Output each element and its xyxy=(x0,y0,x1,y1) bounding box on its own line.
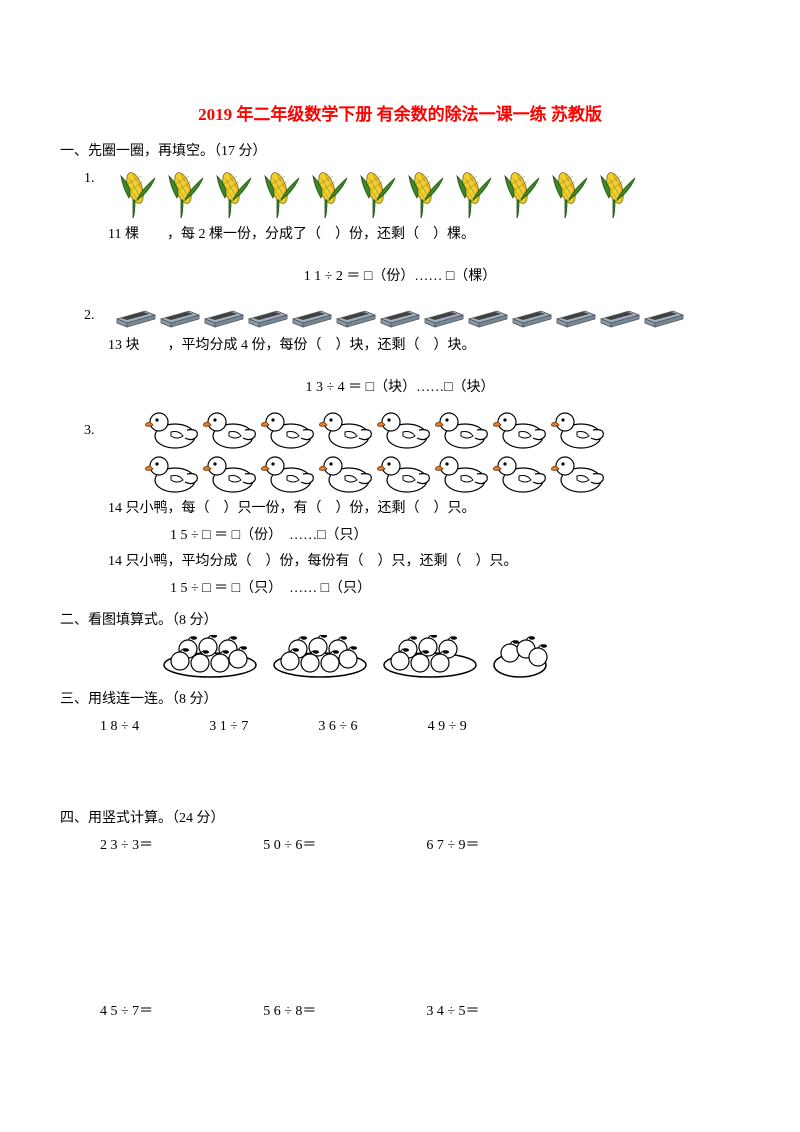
section-4: 四、用竖式计算。（24 分） 2 3 ÷ 3＝ 5 0 ÷ 6＝ 6 7 ÷ 9… xyxy=(60,806,740,1026)
corn-icon xyxy=(499,170,545,220)
corn-icon xyxy=(547,170,593,220)
eraser-icon xyxy=(159,305,201,331)
s4-r1-2: 6 7 ÷ 9＝ xyxy=(426,833,479,860)
duck-icon xyxy=(435,452,491,496)
eraser-icon xyxy=(423,305,465,331)
duck-icon xyxy=(377,452,433,496)
s4-heading: 四、用竖式计算。（24 分） xyxy=(60,806,740,833)
eraser-icon xyxy=(555,305,597,331)
corn-icon xyxy=(259,170,305,220)
eraser-icon xyxy=(335,305,377,331)
s2-heading: 二、看图填算式。（8 分） xyxy=(60,608,740,635)
q2-num: 2. xyxy=(84,303,95,330)
corn-icon xyxy=(451,170,497,220)
eraser-icon xyxy=(599,305,641,331)
s3-heading: 三、用线连一连。（8 分） xyxy=(60,687,740,714)
duck-icon xyxy=(261,452,317,496)
eraser-icon xyxy=(467,305,509,331)
duck-icon xyxy=(145,452,201,496)
s3-item-2: 3 6 ÷ 6 xyxy=(318,714,357,741)
eraser-icon xyxy=(247,305,289,331)
apple-plate-icon xyxy=(160,635,260,681)
duck-icon xyxy=(435,408,491,452)
duck-icon xyxy=(319,408,375,452)
duck-icon xyxy=(551,408,607,452)
duck-icon xyxy=(551,452,607,496)
s4-r2-0: 4 5 ÷ 7＝ xyxy=(100,999,153,1026)
eraser-icon xyxy=(643,305,685,331)
s1-heading: 一、先圈一圈，再填空。（17 分） xyxy=(60,139,740,166)
duck-icon xyxy=(261,408,317,452)
duck-icon xyxy=(493,452,549,496)
corn-icon xyxy=(403,170,449,220)
s3-item-1: 3 1 ÷ 7 xyxy=(209,714,248,741)
q1-line: 11 棵 ，每 2 棵一份，分成了（ ）份，还剩（ ）棵。 xyxy=(108,222,740,249)
q3-eq1: 1 5 ÷ □ ＝ □（份） ……□（只） xyxy=(170,523,740,550)
q2-eq: 1 3 ÷ 4 ＝ □（块）……□（块） xyxy=(60,375,740,402)
eraser-icon xyxy=(203,305,245,331)
q3-line1: 14 只小鸭，每（ ）只一份，有（ ）份，还剩（ ）只。 xyxy=(108,496,740,523)
eraser-icon xyxy=(511,305,553,331)
s4-r1-0: 2 3 ÷ 3＝ xyxy=(100,833,153,860)
s4-r2-2: 3 4 ÷ 5＝ xyxy=(426,999,479,1026)
q3-num: 3. xyxy=(84,408,95,445)
eraser-row xyxy=(115,305,685,331)
corn-icon xyxy=(163,170,209,220)
corn-row xyxy=(115,170,641,220)
duck-rows xyxy=(145,408,607,496)
q2-line: 13 块 ，平均分成 4 份，每份（ ）块，还剩（ ）块。 xyxy=(108,333,740,360)
section-1: 一、先圈一圈，再填空。（17 分） 1. xyxy=(60,139,740,602)
s4-r2-1: 5 6 ÷ 8＝ xyxy=(263,999,316,1026)
q3-eq2: 1 5 ÷ □ ＝ □（只） …… □（只） xyxy=(170,576,740,603)
duck-icon xyxy=(203,408,259,452)
corn-icon xyxy=(115,170,161,220)
apple-plate-icon xyxy=(490,635,550,681)
q3-line2: 14 只小鸭，平均分成（ ）份，每份有（ ）只，还剩（ ）只。 xyxy=(108,549,740,576)
eraser-icon xyxy=(291,305,333,331)
s3-item-3: 4 9 ÷ 9 xyxy=(428,714,467,741)
apple-plate-icon xyxy=(380,635,480,681)
eraser-icon xyxy=(379,305,421,331)
corn-icon xyxy=(355,170,401,220)
s3-item-0: 1 8 ÷ 4 xyxy=(100,714,139,741)
apple-plate-icon xyxy=(270,635,370,681)
q1-num: 1. xyxy=(84,166,95,193)
corn-icon xyxy=(307,170,353,220)
section-2: 二、看图填算式。（8 分） xyxy=(60,608,740,681)
q1-eq: 1 1 ÷ 2 ＝ □（份）…… □（棵） xyxy=(60,264,740,291)
plate-row xyxy=(160,635,740,681)
duck-icon xyxy=(203,452,259,496)
duck-icon xyxy=(377,408,433,452)
section-3: 三、用线连一连。（8 分） 1 8 ÷ 4 3 1 ÷ 7 3 6 ÷ 6 4 … xyxy=(60,687,740,740)
duck-icon xyxy=(145,408,201,452)
corn-icon xyxy=(211,170,257,220)
duck-icon xyxy=(319,452,375,496)
page-title: 2019 年二年级数学下册 有余数的除法一课一练 苏教版 xyxy=(60,100,740,125)
eraser-icon xyxy=(115,305,157,331)
s4-r1-1: 5 0 ÷ 6＝ xyxy=(263,833,316,860)
duck-icon xyxy=(493,408,549,452)
corn-icon xyxy=(595,170,641,220)
